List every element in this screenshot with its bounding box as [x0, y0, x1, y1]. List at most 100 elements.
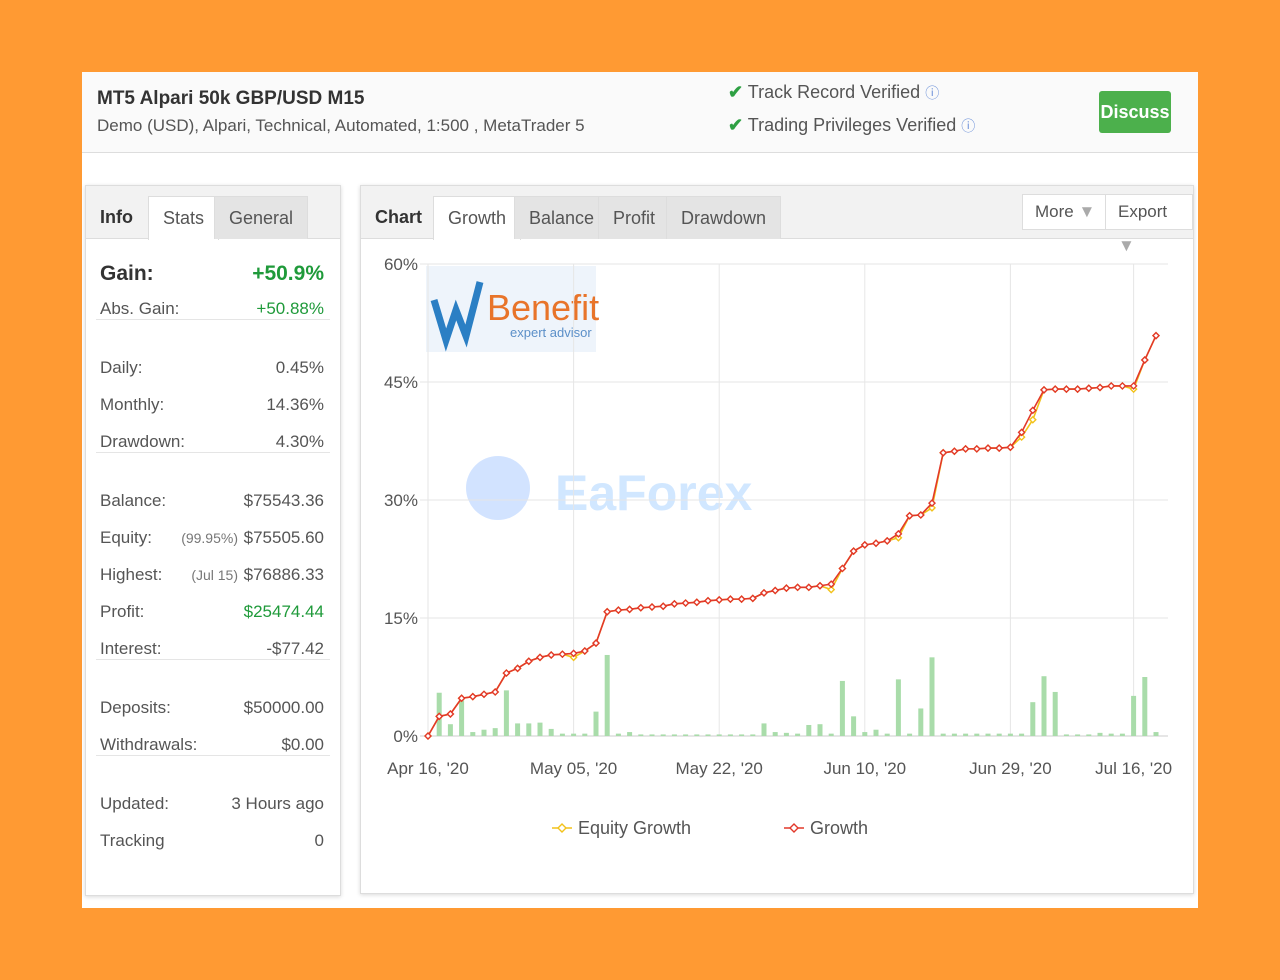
tab[interactable]: Balance — [514, 196, 610, 239]
point — [446, 709, 455, 718]
stat-note: (Jul 15) — [191, 567, 238, 583]
title: MT5 Alpari 50k GBP/USD M15 — [97, 88, 365, 109]
stat-label: Drawdown: — [100, 432, 186, 451]
tab: Chart — [375, 207, 423, 227]
bar — [716, 734, 722, 736]
point — [737, 595, 746, 604]
bar — [1086, 734, 1092, 736]
stat-value: 3 Hours ago — [231, 794, 324, 813]
point — [480, 690, 488, 699]
point — [827, 580, 836, 589]
bar — [447, 724, 453, 736]
point — [715, 595, 724, 604]
stat-label: Profit: — [100, 602, 145, 621]
bar — [1030, 702, 1036, 736]
y-tick-label: 15% — [384, 609, 418, 628]
point — [457, 694, 466, 703]
bar — [940, 733, 946, 736]
stat-value: $25474.44 — [243, 602, 324, 621]
bar — [817, 724, 823, 736]
separator — [96, 659, 330, 660]
bar — [1131, 695, 1137, 736]
bar — [503, 690, 509, 736]
bar — [828, 733, 834, 736]
bar — [750, 734, 756, 736]
point — [928, 499, 936, 508]
point — [1051, 385, 1060, 394]
point — [972, 444, 981, 453]
point — [793, 583, 802, 592]
stat-label: Tracking — [100, 831, 165, 850]
point — [536, 653, 544, 662]
point — [524, 657, 533, 666]
menu-button[interactable]: Export ▼ — [1105, 194, 1193, 255]
tab[interactable]: Drawdown — [666, 196, 782, 239]
bar — [783, 732, 789, 736]
stat-value: 14.36% — [266, 395, 324, 414]
menu-button[interactable]: More ▼ — [1022, 194, 1109, 230]
point — [1040, 385, 1048, 394]
bar — [1108, 733, 1114, 736]
point — [558, 650, 567, 659]
bar — [761, 723, 767, 736]
point — [1129, 381, 1138, 390]
bar — [526, 723, 532, 736]
x-tick-label: Jul 16, '20 — [1095, 759, 1172, 778]
point — [961, 444, 970, 453]
brand-icon — [466, 456, 530, 520]
bar — [907, 733, 913, 736]
point — [760, 588, 768, 597]
bar — [470, 732, 476, 736]
bar — [873, 729, 879, 736]
point — [468, 692, 477, 701]
bar — [1052, 691, 1058, 736]
bar — [615, 733, 621, 736]
tab[interactable]: Growth — [433, 196, 522, 240]
point — [950, 447, 959, 456]
point — [849, 547, 858, 556]
point — [1118, 381, 1127, 390]
stat-label: Withdrawals: — [100, 735, 198, 754]
bar — [571, 733, 577, 736]
stat-value: +50.9% — [252, 262, 324, 285]
discuss-button[interactable]: Discuss — [1099, 91, 1171, 133]
bar — [582, 733, 588, 736]
stat-label: Interest: — [100, 639, 162, 658]
stat-value: $75543.36 — [243, 491, 324, 510]
point — [692, 598, 701, 607]
bar — [772, 732, 778, 736]
point — [782, 584, 791, 593]
bar — [929, 657, 935, 736]
bar — [727, 734, 733, 736]
bar — [884, 733, 890, 736]
bar — [604, 654, 610, 736]
point — [827, 585, 836, 594]
tab[interactable]: Stats — [148, 196, 220, 240]
point — [648, 602, 656, 611]
bar — [559, 733, 565, 736]
stat-label: Updated: — [100, 794, 169, 813]
point — [816, 581, 824, 590]
line — [427, 335, 1157, 737]
bar — [851, 716, 857, 736]
bar — [627, 732, 633, 736]
tab[interactable]: General — [214, 196, 309, 239]
point — [1006, 443, 1015, 452]
verification: ✔ Track Record Verified ⓘ — [728, 82, 940, 102]
point — [883, 536, 892, 545]
point — [1152, 331, 1160, 340]
bar — [1063, 734, 1069, 736]
x-tick-label: May 05, '20 — [530, 759, 617, 778]
point — [1073, 385, 1082, 394]
y-tick-label: 30% — [384, 491, 418, 510]
point — [894, 529, 903, 538]
bar — [537, 722, 543, 736]
tab: Info — [100, 207, 133, 227]
bar — [492, 728, 498, 736]
bar — [974, 733, 980, 736]
point — [659, 602, 668, 611]
bar — [671, 734, 677, 736]
stat-value: 4.30% — [275, 432, 324, 451]
bar — [705, 734, 711, 736]
